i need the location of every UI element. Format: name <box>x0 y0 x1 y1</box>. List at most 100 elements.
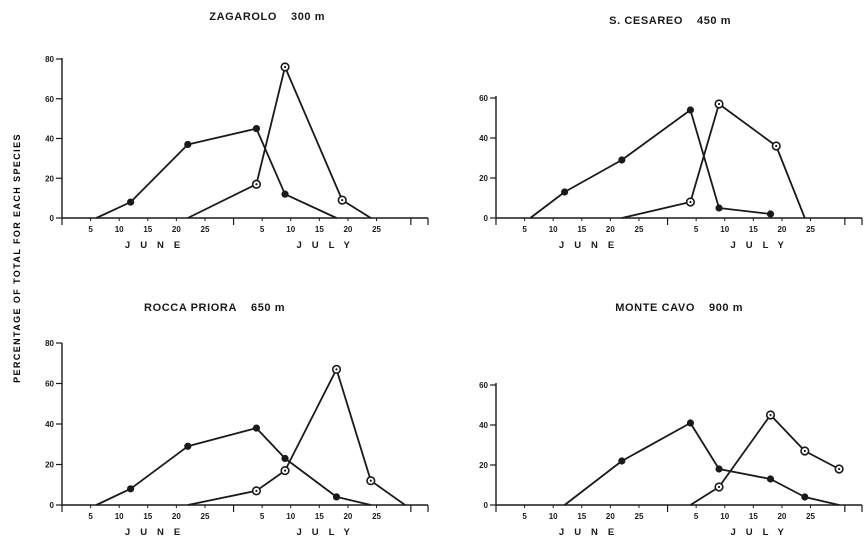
series-line-open <box>621 103 806 219</box>
data-point-filled <box>561 188 569 196</box>
month-label: JUNE <box>125 240 190 251</box>
data-point-filled <box>127 198 135 206</box>
data-point-filled <box>281 454 289 463</box>
series-line-filled <box>564 422 840 506</box>
series-line-filled <box>95 127 337 219</box>
chart-altitude: 900 m <box>709 302 743 314</box>
data-point-open-center <box>335 368 338 371</box>
month-label: JUNE <box>559 240 624 251</box>
y-tick-label: 0 <box>50 501 55 510</box>
x-tick-label: 20 <box>606 512 615 521</box>
x-tick-label: 10 <box>115 512 124 521</box>
x-tick-label: 15 <box>143 225 152 234</box>
chart-zagarolo: ZAGAROLO 300 m 80 60 40 20 0 5 10 15 20 25 5 10 15 20 25… <box>45 11 429 251</box>
data-point-filled <box>618 457 626 465</box>
y-tick-label: 80 <box>45 55 54 64</box>
month-label: JULY <box>296 527 359 538</box>
x-tick-label: 10 <box>286 225 295 234</box>
chart-title: ZAGAROLO <box>209 11 277 23</box>
data-point-open-center <box>803 449 806 453</box>
x-tick-label: 25 <box>372 225 381 234</box>
y-tick-label: 80 <box>45 339 54 348</box>
data-point-open-center <box>369 479 372 482</box>
x-tick-label: 25 <box>635 512 644 521</box>
y-tick-label: 60 <box>45 380 54 389</box>
chart-altitude: 300 m <box>291 11 325 23</box>
series-line-filled <box>95 427 372 506</box>
data-point-filled <box>686 106 695 114</box>
x-tick-label: 15 <box>577 225 586 234</box>
y-tick-label: 60 <box>45 95 54 104</box>
data-point-open-center <box>769 413 772 417</box>
y-axis-label: PERCENTAGE OF TOTAL FOR EACH SPECIES <box>12 133 22 383</box>
x-tick-label: 25 <box>806 225 815 234</box>
x-tick-label: 20 <box>777 512 786 521</box>
x-tick-label: 5 <box>522 225 527 234</box>
x-tick-label: 5 <box>260 225 265 234</box>
series-line-filled <box>529 109 771 219</box>
data-point-open-center <box>717 102 721 106</box>
x-tick-label: 20 <box>343 225 352 234</box>
y-tick-label: 20 <box>45 174 54 183</box>
x-tick-label: 5 <box>522 512 527 521</box>
data-point-filled <box>801 493 809 501</box>
data-point-filled <box>715 465 723 473</box>
x-tick-label: 10 <box>115 225 124 234</box>
y-tick-label: 0 <box>484 501 489 510</box>
y-tick-label: 40 <box>479 421 488 430</box>
x-tick-label: 5 <box>694 225 699 234</box>
x-tick-label: 5 <box>88 512 93 521</box>
x-tick-label: 25 <box>635 225 644 234</box>
data-point-open-center <box>341 199 344 202</box>
x-tick-label: 20 <box>172 225 181 234</box>
data-point-open-center <box>838 467 841 471</box>
y-tick-label: 20 <box>45 461 54 470</box>
x-tick-label: 10 <box>286 512 295 521</box>
data-point-filled <box>766 475 775 483</box>
data-point-filled <box>281 190 289 198</box>
data-point-open-center <box>717 485 721 489</box>
data-point-filled <box>332 493 341 501</box>
x-tick-label: 25 <box>201 225 210 234</box>
chart-altitude: 450 m <box>697 15 731 27</box>
chart-title: MONTE CAVO <box>615 302 695 314</box>
x-tick-label: 15 <box>315 225 324 234</box>
y-tick-label: 60 <box>479 94 488 103</box>
month-label: JUNE <box>125 527 190 538</box>
data-point-open-center <box>255 489 258 492</box>
data-point-filled <box>766 210 775 218</box>
x-tick-label: 25 <box>372 512 381 521</box>
y-tick-label: 0 <box>484 214 489 223</box>
chart-rocca-priora: ROCCA PRIORA 650 m 80 60 40 20 0 5 10 15 20 25 5 10 15… <box>45 302 429 538</box>
y-tick-label: 40 <box>479 134 488 143</box>
month-label: JULY <box>730 240 793 251</box>
data-point-open-center <box>283 65 287 69</box>
x-tick-label: 10 <box>549 512 558 521</box>
x-tick-label: 15 <box>577 512 586 521</box>
data-point-open-center <box>775 144 778 148</box>
x-tick-label: 15 <box>143 512 152 521</box>
data-point-filled <box>184 140 192 149</box>
x-tick-label: 20 <box>606 225 615 234</box>
chart-monte-cavo: MONTE CAVO 900 m 60 40 20 0 5 10 15 20 25 5 10 15 20 25… <box>479 302 863 538</box>
month-label: JUNE <box>559 527 624 538</box>
y-tick-label: 20 <box>479 174 488 183</box>
data-point-filled <box>618 156 626 164</box>
series-line-open <box>187 368 406 506</box>
month-label: JULY <box>296 240 359 251</box>
data-point-open-center <box>255 183 258 186</box>
x-tick-label: 10 <box>720 512 729 521</box>
x-tick-label: 15 <box>315 512 324 521</box>
month-label: JULY <box>730 527 793 538</box>
x-tick-label: 5 <box>88 225 93 234</box>
x-tick-label: 25 <box>201 512 210 521</box>
x-tick-label: 5 <box>694 512 699 521</box>
x-tick-label: 5 <box>260 512 265 521</box>
y-tick-label: 40 <box>45 135 54 144</box>
y-tick-label: 0 <box>50 214 55 223</box>
data-point-filled <box>127 485 135 493</box>
data-point-open-center <box>283 469 287 472</box>
data-point-filled <box>184 442 192 450</box>
chart-title: S. CESAREO <box>609 15 683 27</box>
